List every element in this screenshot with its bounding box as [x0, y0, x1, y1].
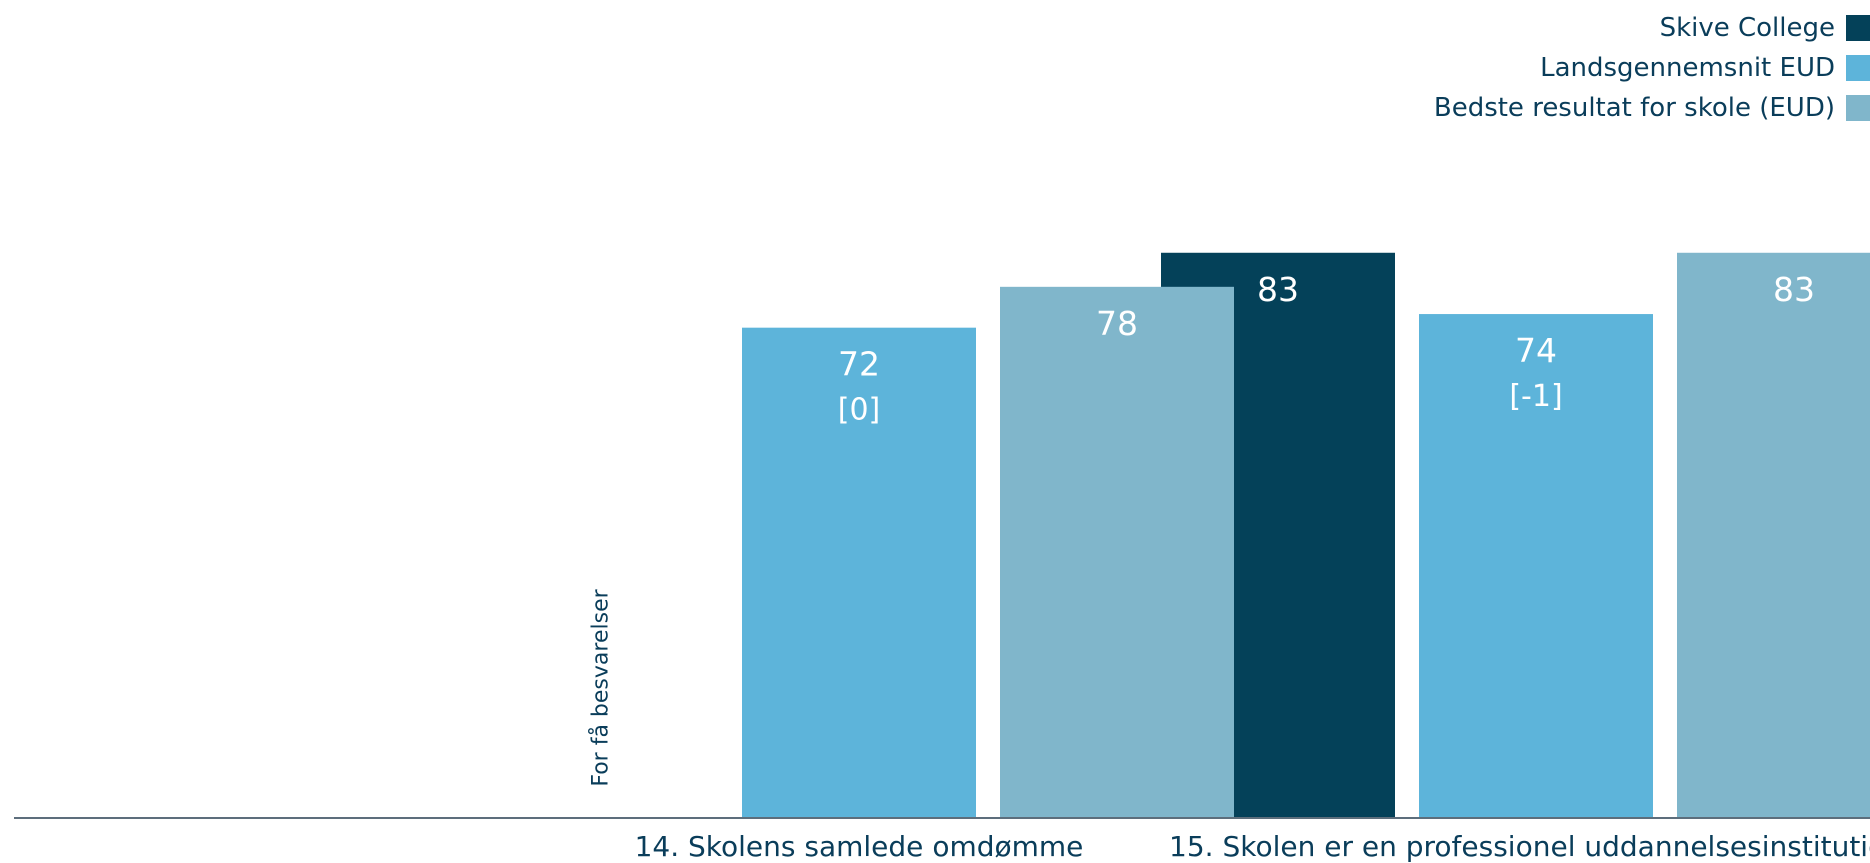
legend-swatch [1846, 95, 1870, 121]
bar-value-label: 74 [1515, 331, 1557, 370]
bar-value-label: 72 [838, 345, 880, 384]
legend-swatch [1846, 15, 1870, 41]
bar [1677, 252, 1870, 818]
bar-change-label: [-1] [1509, 379, 1562, 414]
x-tick-label: 14. Skolens samlede omdømme [635, 830, 1084, 863]
legend-label: Landsgennemsnit EUD [1540, 53, 1835, 83]
bar [1000, 286, 1234, 818]
bar-value-label: 83 [1257, 270, 1299, 309]
legend-item-skive-college: Skive College [1434, 8, 1870, 48]
legend-item-landsgennemsnit: Landsgennemsnit EUD [1434, 48, 1870, 88]
legend-item-bedste-resultat: Bedste resultat for skole (EUD) [1434, 88, 1870, 128]
legend: Skive College Landsgennemsnit EUD Bedste… [1434, 8, 1870, 128]
bar [742, 327, 976, 818]
bar-value-label: 78 [1096, 304, 1138, 343]
x-tick-label: 15. Skolen er en professionel uddannelse… [1169, 830, 1870, 863]
missing-note: For få besvarelser [588, 588, 614, 786]
legend-label: Bedste resultat for skole (EUD) [1433, 93, 1835, 123]
legend-label: Skive College [1659, 13, 1835, 43]
bar [1419, 314, 1653, 818]
bar-value-label: 83 [1773, 270, 1815, 309]
legend-swatch [1846, 55, 1870, 81]
bar-change-label: [0] [838, 393, 881, 428]
